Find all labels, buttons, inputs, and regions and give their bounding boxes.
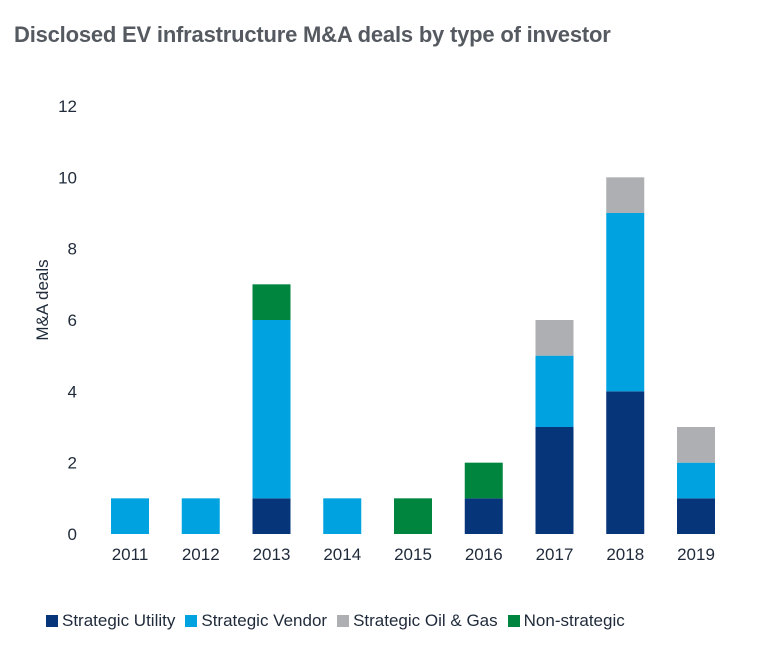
y-axis-label: M&A deals (33, 259, 52, 340)
bar-segment-strategic-vendor-2019 (677, 462, 715, 499)
bar-segment-strategic-vendor-2017 (535, 355, 574, 427)
x-tick-label: 2018 (606, 545, 644, 564)
x-tick-label: 2019 (677, 545, 715, 564)
bar-segment-strategic-oil-gas-2017 (535, 320, 574, 356)
bar-segment-strategic-oil-gas-2018 (606, 177, 645, 213)
x-tick-label: 2016 (465, 545, 503, 564)
y-tick-label: 4 (68, 382, 77, 401)
bar-segment-strategic-vendor-2018 (606, 213, 645, 392)
x-tick-label: 2011 (112, 545, 149, 564)
y-tick-label: 8 (68, 240, 77, 259)
legend-label: Strategic Utility (62, 611, 176, 630)
bar-segment-strategic-utility-2013 (252, 498, 291, 534)
bar-segment-strategic-vendor-2013 (252, 320, 291, 499)
bar-segment-strategic-vendor-2012 (181, 498, 220, 534)
legend-item: Strategic Oil & Gas (337, 611, 498, 631)
legend-item: Strategic Utility (46, 611, 175, 631)
y-axis: 0 2 4 6 8 10 12 (58, 97, 77, 544)
bar-segment-strategic-vendor-2011 (111, 498, 149, 534)
chart-title: Disclosed EV infrastructure M&A deals by… (14, 22, 611, 47)
bar-segment-strategic-utility-2016 (464, 498, 503, 534)
legend-swatch (507, 615, 520, 627)
x-tick-label: 2012 (182, 545, 220, 564)
bar-segment-strategic-utility-2017 (535, 427, 574, 534)
legend-item: Non-strategic (507, 611, 625, 631)
bar-segment-non-strategic-2013 (252, 284, 291, 320)
legend-label: Non-strategic (523, 611, 625, 630)
y-tick-label: 0 (68, 525, 77, 544)
y-tick-label: 2 (68, 454, 77, 473)
bar-segment-strategic-oil-gas-2019 (677, 427, 715, 463)
y-tick-label: 6 (68, 311, 77, 330)
legend-swatch (337, 615, 350, 627)
x-tick-label: 2014 (323, 545, 361, 564)
bar-segment-non-strategic-2015 (394, 498, 432, 534)
bar-segment-strategic-vendor-2014 (323, 498, 362, 534)
x-tick-label: 2017 (536, 545, 574, 564)
bar-segment-strategic-utility-2019 (677, 498, 715, 534)
legend-label: Strategic Vendor (201, 611, 328, 630)
x-tick-label: 2013 (253, 545, 291, 564)
stacked-bar-chart: 0 2 4 6 8 10 12 M&A deals 2011 2012 2013 2014 2015… (33, 97, 715, 564)
bar-segment-strategic-utility-2018 (606, 391, 645, 534)
bars (111, 177, 715, 534)
x-tick-label: 2015 (394, 545, 432, 564)
legend-label: Strategic Oil & Gas (353, 611, 498, 630)
x-axis: 2011 2012 2013 2014 2015 2016 2017 2018 2019 (112, 545, 715, 564)
legend: Strategic Utility Strategic Vendor Strateg… (46, 611, 635, 631)
legend-item: Strategic Vendor (185, 611, 327, 631)
legend-swatch (185, 615, 198, 627)
y-tick-label: 10 (58, 168, 77, 187)
bar-segment-non-strategic-2016 (464, 462, 503, 499)
legend-swatch (46, 615, 58, 627)
y-tick-label: 12 (58, 97, 77, 116)
